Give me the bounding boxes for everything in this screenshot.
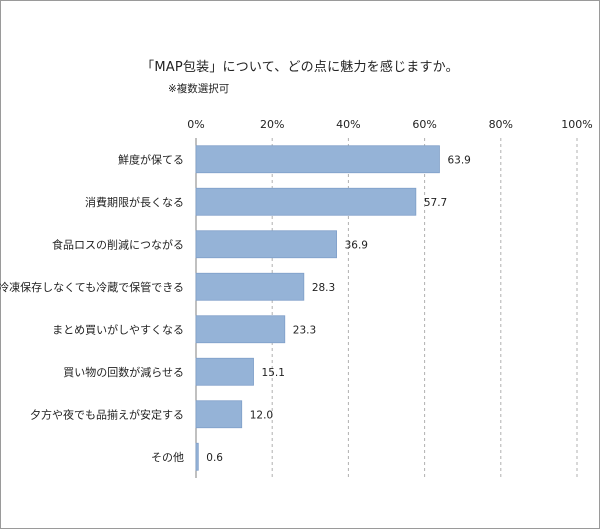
category-label-5: 買い物の回数が減らせる [63, 365, 184, 379]
bar-1 [195, 187, 417, 216]
value-label-7: 0.6 [206, 452, 223, 464]
value-label-2: 36.9 [345, 239, 368, 251]
value-label-4: 23.3 [293, 324, 316, 336]
category-label-2: 食品ロスの削減につながる [52, 237, 184, 251]
value-labels: 63.9 57.7 36.9 28.3 23.3 15.1 12.0 0.6 [206, 154, 471, 464]
bars [195, 145, 440, 471]
bar-6 [195, 400, 243, 429]
x-tick-label-100: 100% [561, 118, 592, 131]
x-tick-label-60: 60% [412, 118, 436, 131]
category-label-6: 夕方や夜でも品揃えが安定する [30, 407, 184, 421]
bar-2 [195, 230, 337, 259]
category-label-3: 冷凍保存しなくても冷蔵で保管できる [0, 280, 184, 294]
value-label-6: 12.0 [250, 409, 273, 421]
chart-title: 「MAP包装」について、どの点に魅力を感じますか。 [141, 60, 459, 75]
x-tick-label-40: 40% [336, 118, 360, 131]
category-label-4: まとめ買いがしやすくなる [52, 322, 184, 336]
category-label-0: 鮮度が保てる [118, 152, 184, 166]
chart-subtitle: ※複数選択可 [168, 83, 230, 95]
bar-0 [195, 145, 440, 174]
bar-3 [195, 272, 305, 301]
value-label-3: 28.3 [312, 282, 335, 294]
category-label-1: 消費期限が長くなる [85, 195, 184, 209]
category-label-7: その他 [151, 451, 184, 464]
bar-4 [195, 315, 286, 344]
x-axis-ticks: 0% 20% 40% 60% 80% 100% [187, 118, 592, 131]
value-label-1: 57.7 [424, 197, 447, 209]
bar-7 [195, 442, 199, 471]
x-tick-label-80: 80% [489, 118, 513, 131]
category-labels: 鮮度が保てる消費期限が長くなる食品ロスの削減につながる冷凍保存しなくても冷蔵で保… [0, 152, 184, 464]
x-tick-label-0: 0% [187, 118, 204, 131]
bar-5 [195, 357, 254, 386]
value-label-0: 63.9 [447, 154, 470, 166]
value-label-5: 15.1 [262, 367, 285, 379]
x-tick-label-20: 20% [260, 118, 284, 131]
